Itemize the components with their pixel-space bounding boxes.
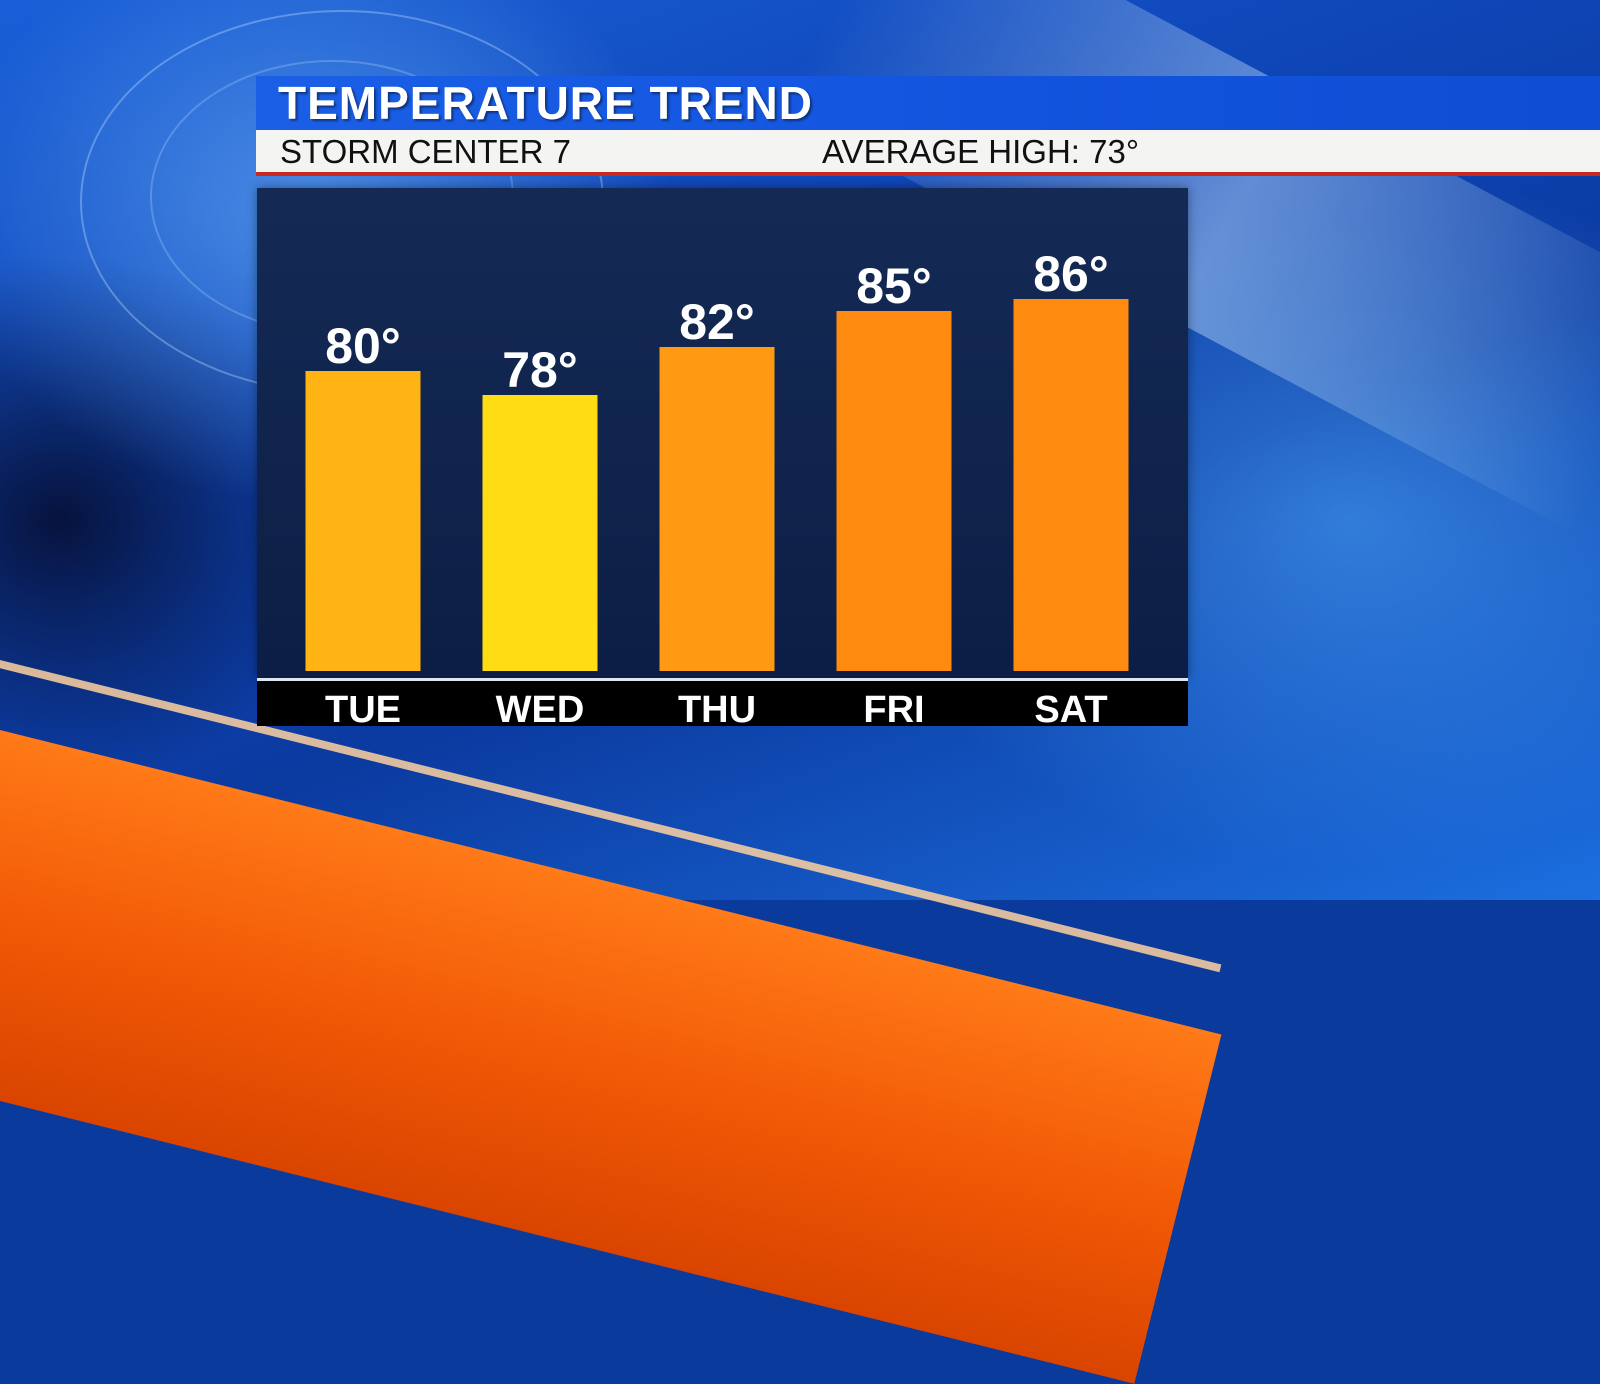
bar-thu [659,347,775,671]
day-label-sat: SAT [1034,689,1107,731]
bar-sat [1013,299,1129,671]
day-label-wed: WED [496,689,585,731]
bar-tue [305,371,421,671]
temperature-bar-chart: 80° TUE 78° WED 82° THU 85° FRI 86° SAT [305,246,1129,731]
day-label-thu: THU [678,689,756,731]
bar-fri [836,311,952,671]
value-label-sat: 86° [1033,246,1109,302]
value-label-wed: 78° [502,342,578,398]
bar-wed [482,395,598,671]
station-name: STORM CENTER 7 [280,133,571,170]
chart-baseline [257,678,1188,681]
day-label-bar [257,681,1188,726]
title-bar [256,76,1600,130]
day-label-fri: FRI [863,689,924,731]
sub-header-bar [256,130,1600,176]
value-label-fri: 85° [856,258,932,314]
value-label-tue: 80° [325,318,401,374]
average-high: AVERAGE HIGH: 73° [822,133,1140,170]
page-title: TEMPERATURE TREND [278,77,813,129]
day-label-tue: TUE [325,689,401,731]
value-label-thu: 82° [679,294,755,350]
